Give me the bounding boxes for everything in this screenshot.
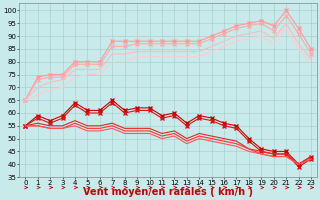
X-axis label: Vent moyen/en rafales ( km/h ): Vent moyen/en rafales ( km/h ) bbox=[83, 187, 253, 197]
